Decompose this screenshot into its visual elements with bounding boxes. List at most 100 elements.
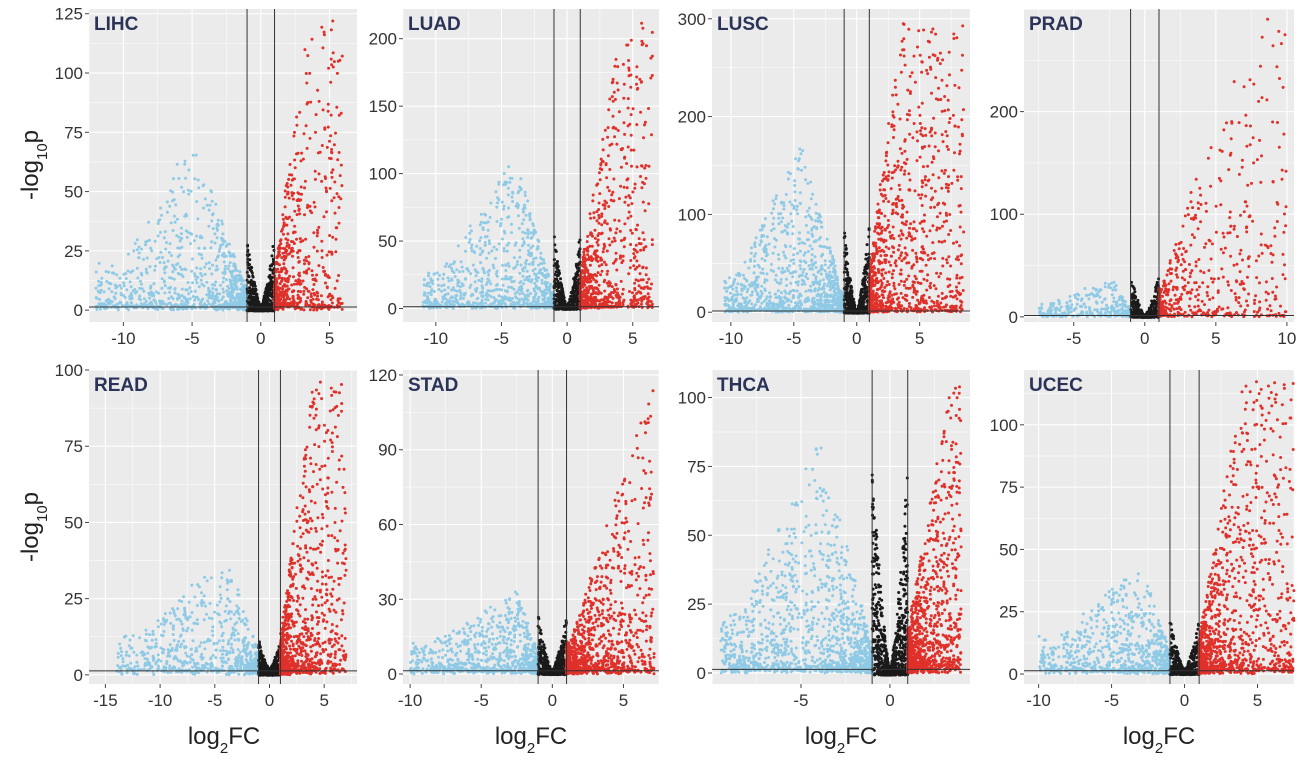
data-point — [622, 82, 626, 86]
data-point — [641, 231, 645, 235]
data-point — [522, 218, 526, 222]
data-point — [302, 308, 306, 312]
data-point — [796, 212, 799, 216]
data-point — [633, 281, 637, 285]
data-point — [232, 255, 236, 259]
data-point — [330, 171, 334, 174]
data-point — [325, 210, 328, 214]
data-point — [191, 153, 195, 157]
data-point — [292, 191, 296, 195]
data-point — [500, 200, 504, 204]
data-point — [295, 237, 298, 241]
data-point — [221, 287, 225, 291]
data-point — [306, 54, 310, 58]
data-point — [130, 301, 133, 305]
data-point — [167, 251, 171, 254]
data-point — [211, 227, 215, 231]
data-point — [526, 278, 530, 281]
data-point — [188, 297, 192, 301]
data-point — [476, 271, 480, 275]
data-point — [137, 256, 141, 260]
data-point — [214, 308, 218, 312]
data-point — [597, 208, 601, 211]
data-point — [528, 262, 532, 266]
data-point — [294, 279, 298, 283]
data-point — [128, 297, 132, 301]
data-point — [604, 263, 608, 267]
data-point — [150, 249, 154, 253]
data-point — [647, 107, 650, 110]
data-point — [641, 200, 645, 204]
data-point — [215, 226, 219, 230]
data-point — [647, 164, 651, 168]
data-point — [607, 205, 611, 208]
data-point — [320, 25, 324, 29]
data-point — [810, 259, 814, 263]
data-point — [162, 280, 166, 284]
data-point — [641, 180, 645, 184]
data-point — [113, 297, 117, 301]
data-point — [765, 272, 769, 276]
data-point — [451, 286, 455, 290]
data-point — [337, 274, 341, 277]
data-point — [240, 288, 244, 292]
data-point — [184, 298, 188, 302]
data-point — [613, 259, 617, 263]
data-point — [322, 215, 326, 219]
data-point — [302, 289, 306, 293]
data-point — [799, 267, 803, 271]
data-point — [300, 151, 304, 155]
data-point — [468, 286, 472, 289]
data-point — [514, 241, 518, 245]
data-point — [268, 285, 272, 288]
data-point — [235, 285, 239, 289]
data-point — [645, 285, 649, 289]
data-point — [302, 132, 306, 136]
data-point — [505, 289, 509, 293]
data-point — [322, 33, 326, 37]
data-point — [171, 229, 175, 232]
data-point — [187, 168, 191, 172]
data-point — [221, 280, 225, 284]
data-point — [233, 262, 237, 266]
data-point — [285, 223, 289, 227]
data-point — [523, 206, 527, 210]
data-point — [194, 153, 198, 157]
data-point — [485, 235, 489, 239]
data-point — [424, 299, 428, 303]
data-point — [317, 264, 321, 268]
data-point — [637, 298, 640, 302]
data-point — [487, 251, 491, 255]
data-point — [806, 277, 810, 281]
data-point — [598, 178, 602, 182]
data-point — [315, 234, 319, 238]
data-point — [622, 245, 626, 249]
data-point — [545, 288, 549, 292]
data-point — [339, 111, 343, 115]
data-point — [629, 38, 633, 42]
data-point — [237, 278, 241, 282]
data-point — [807, 238, 811, 241]
data-point — [593, 286, 597, 290]
data-point — [193, 298, 197, 302]
data-point — [486, 270, 490, 274]
data-point — [596, 243, 600, 247]
data-point — [172, 198, 176, 202]
data-point — [180, 185, 184, 189]
data-point — [635, 123, 639, 127]
data-point — [197, 252, 201, 256]
data-point — [296, 293, 300, 297]
data-point — [765, 278, 769, 282]
data-point — [823, 263, 827, 267]
data-point — [547, 296, 551, 300]
data-point — [311, 278, 315, 281]
data-point — [124, 277, 128, 281]
data-point — [316, 291, 320, 295]
data-point — [637, 237, 641, 241]
data-point — [170, 254, 173, 257]
data-point — [506, 193, 510, 197]
data-point — [137, 245, 141, 249]
data-point — [130, 294, 134, 298]
data-point — [823, 259, 827, 263]
